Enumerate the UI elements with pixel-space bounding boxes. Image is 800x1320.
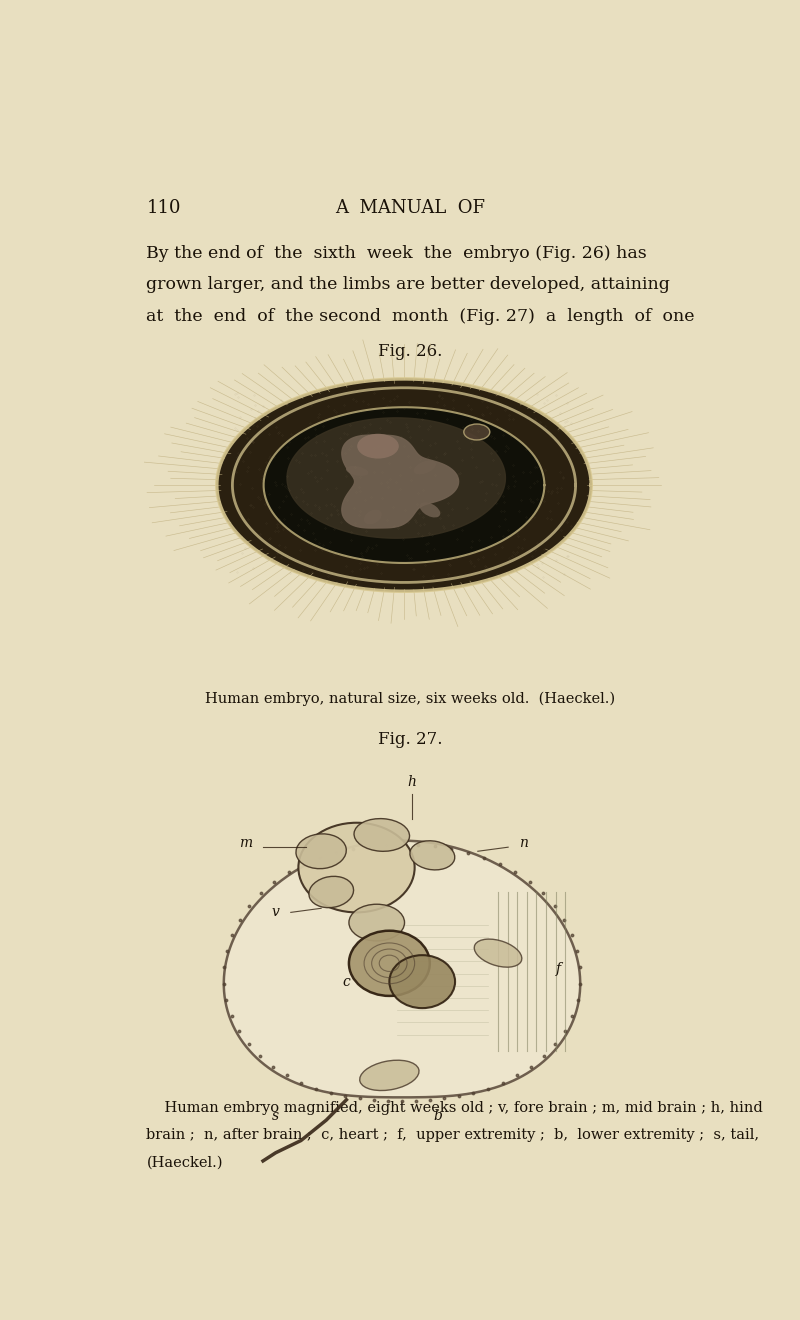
Text: m: m bbox=[238, 836, 252, 850]
Ellipse shape bbox=[360, 1060, 419, 1090]
Polygon shape bbox=[217, 379, 591, 591]
Circle shape bbox=[349, 931, 430, 995]
Text: s: s bbox=[272, 1109, 279, 1123]
Ellipse shape bbox=[420, 503, 440, 517]
Ellipse shape bbox=[357, 434, 398, 458]
Ellipse shape bbox=[349, 904, 405, 941]
Circle shape bbox=[390, 956, 455, 1008]
Ellipse shape bbox=[474, 939, 522, 968]
Ellipse shape bbox=[298, 822, 414, 912]
Text: Human embryo, natural size, six weeks old.  (Haeckel.): Human embryo, natural size, six weeks ol… bbox=[205, 692, 615, 706]
Text: brain ;  n, after brain ;  c, heart ;  f,  upper extremity ;  b,  lower extremit: brain ; n, after brain ; c, heart ; f, u… bbox=[146, 1129, 760, 1142]
Text: Human embryo magnified, eight weeks old ; v, fore brain ; m, mid brain ; h, hind: Human embryo magnified, eight weeks old … bbox=[146, 1101, 763, 1114]
Text: v: v bbox=[272, 906, 279, 920]
Text: f: f bbox=[556, 962, 562, 977]
Text: c: c bbox=[342, 974, 350, 989]
Text: at  the  end  of  the second  month  (Fig. 27)  a  length  of  one: at the end of the second month (Fig. 27)… bbox=[146, 308, 695, 325]
Ellipse shape bbox=[309, 876, 354, 908]
Text: n: n bbox=[519, 836, 528, 850]
Polygon shape bbox=[264, 408, 544, 562]
Ellipse shape bbox=[364, 510, 382, 524]
Text: b: b bbox=[433, 1109, 442, 1123]
Ellipse shape bbox=[414, 461, 436, 474]
Text: By the end of  the  sixth  week  the  embryo (Fig. 26) has: By the end of the sixth week the embryo … bbox=[146, 244, 647, 261]
Text: 110: 110 bbox=[146, 199, 181, 216]
Text: (Haeckel.): (Haeckel.) bbox=[146, 1155, 223, 1170]
Polygon shape bbox=[224, 841, 580, 1097]
Polygon shape bbox=[287, 418, 506, 539]
Text: h: h bbox=[408, 775, 417, 789]
Ellipse shape bbox=[296, 834, 346, 869]
Ellipse shape bbox=[354, 818, 410, 851]
Text: A  MANUAL  OF: A MANUAL OF bbox=[335, 199, 485, 216]
Text: grown larger, and the limbs are better developed, attaining: grown larger, and the limbs are better d… bbox=[146, 276, 670, 293]
Ellipse shape bbox=[410, 841, 454, 870]
Ellipse shape bbox=[464, 424, 490, 440]
Ellipse shape bbox=[346, 466, 369, 477]
Text: Fig. 26.: Fig. 26. bbox=[378, 343, 442, 360]
Polygon shape bbox=[342, 436, 458, 528]
Text: Fig. 27.: Fig. 27. bbox=[378, 731, 442, 747]
